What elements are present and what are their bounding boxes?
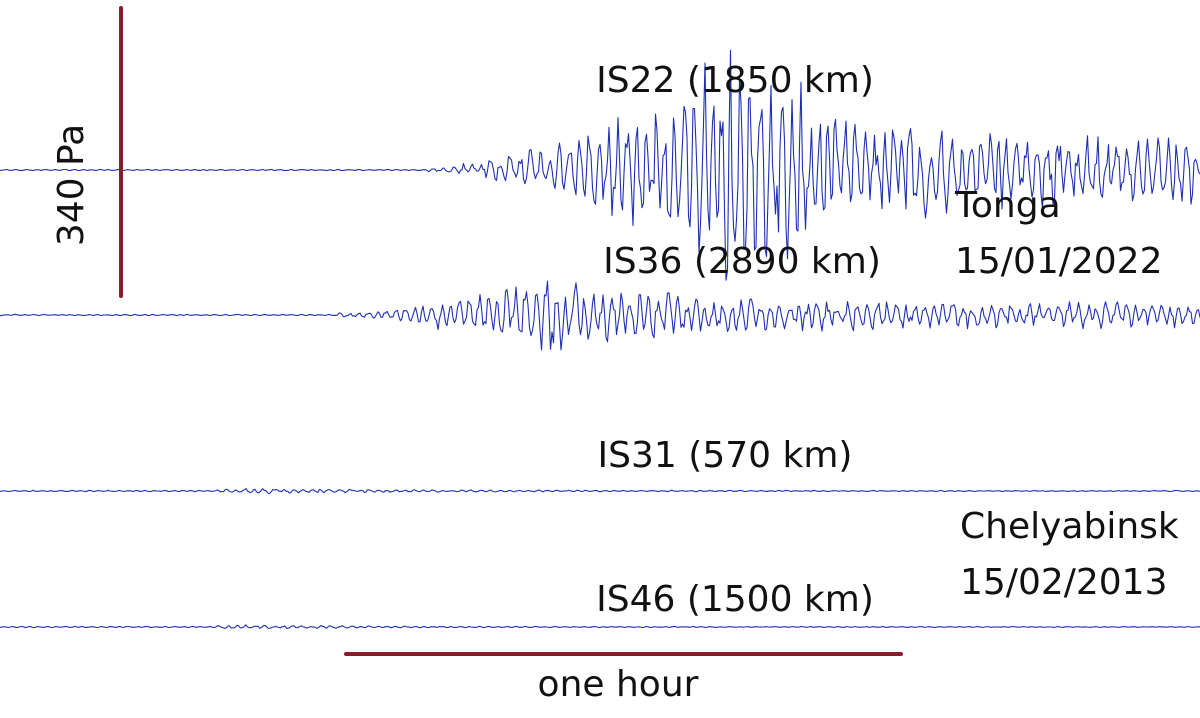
series-label-is46: IS46 (1500 km)	[596, 579, 874, 620]
series-label-is36: IS36 (2890 km)	[603, 241, 881, 282]
trace-is36	[0, 280, 1200, 351]
event-date-chelyabinsk: 15/02/2013	[960, 562, 1168, 603]
series-label-is31: IS31 (570 km)	[598, 435, 853, 476]
event-date-tonga: 15/01/2022	[955, 241, 1163, 282]
series-label-is22: IS22 (1850 km)	[596, 60, 874, 101]
trace-is22	[0, 49, 1200, 281]
trace-is46	[0, 624, 1200, 630]
event-name-tonga: Tonga	[954, 185, 1061, 226]
trace-is31	[0, 488, 1200, 495]
time-scale-label: one hour	[538, 664, 699, 705]
amplitude-scale-label: 340 Pa	[51, 124, 92, 246]
event-name-chelyabinsk: Chelyabinsk	[960, 506, 1179, 547]
waveform-traces	[0, 49, 1200, 630]
